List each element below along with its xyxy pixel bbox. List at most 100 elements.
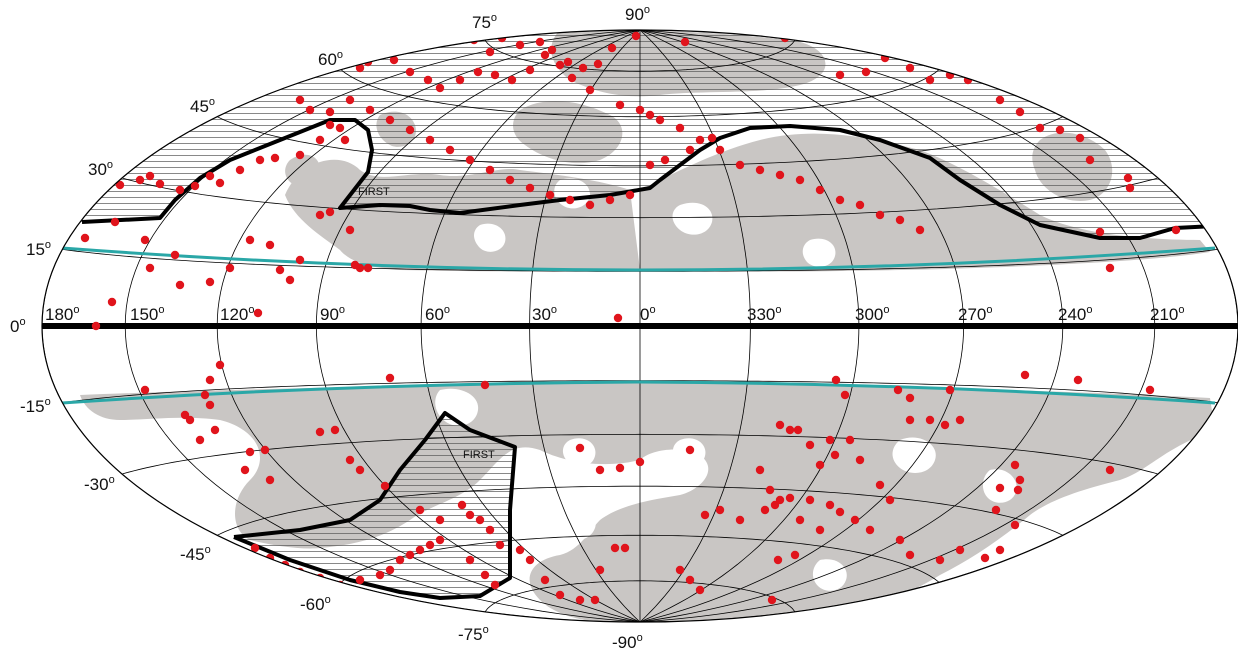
source-point (385, 115, 395, 125)
source-point (135, 175, 145, 185)
lon-label-90: 90o (320, 304, 345, 324)
lat-label-30: 30o (88, 159, 113, 179)
source-point (355, 465, 365, 475)
lat-label-60: 60o (318, 49, 343, 69)
source-point (760, 505, 770, 515)
deg-sign: o (883, 304, 889, 316)
lat-neg30-text: -30 (84, 475, 109, 494)
source-point (915, 225, 925, 235)
source-point (107, 297, 117, 307)
source-point (515, 545, 525, 555)
source-point (805, 440, 815, 450)
latitude-labels: 90o -90o 75o -75o 60o -60o 45o -45o 30o … (10, 4, 650, 652)
source-point (1035, 123, 1045, 133)
source-point (265, 240, 275, 250)
source-point (455, 75, 465, 85)
source-point (885, 495, 895, 505)
source-point (575, 595, 585, 605)
source-point (115, 180, 125, 190)
source-point (495, 540, 505, 550)
source-point (795, 515, 805, 525)
source-point (245, 447, 255, 457)
source-point (578, 63, 588, 73)
lat-neg60-text: -60 (300, 595, 325, 614)
source-point (815, 525, 825, 535)
deg-sign: o (637, 632, 643, 644)
source-point (425, 540, 435, 550)
deg-sign: o (325, 594, 331, 606)
source-point (825, 500, 835, 510)
source-point (255, 155, 265, 165)
lon-60-text: 60 (425, 305, 444, 324)
deg-sign: o (483, 624, 489, 636)
map-outline (41, 29, 1238, 623)
source-point (415, 505, 425, 515)
source-point (335, 123, 345, 133)
source-point (955, 545, 965, 555)
source-point (363, 263, 373, 273)
lat-75-text: 75 (472, 13, 491, 32)
lat-label-75: 75o (472, 12, 497, 32)
source-point (850, 515, 860, 525)
source-point (735, 160, 745, 170)
deg-sign: o (205, 544, 211, 556)
lon-330-text: 330 (747, 305, 775, 324)
source-point (955, 415, 965, 425)
source-point (773, 555, 783, 565)
source-point (423, 75, 433, 85)
lon-150-text: 150 (130, 305, 158, 324)
source-point (485, 47, 495, 57)
lat-45-text: 45 (190, 97, 209, 116)
source-point (905, 415, 915, 425)
source-point (200, 390, 210, 400)
lat-0-text: 0 (10, 317, 19, 336)
source-point (845, 435, 855, 445)
lon-label-0: 0o (640, 304, 656, 324)
source-point (210, 425, 220, 435)
source-point (405, 550, 415, 560)
source-point (700, 510, 710, 520)
lon-210-text: 210 (1150, 305, 1178, 324)
lat-15-text: 15 (26, 240, 45, 259)
lat-neg75-text: -75 (458, 625, 483, 644)
source-point (215, 178, 225, 188)
source-point (250, 543, 260, 553)
lon-120-text: 120 (220, 305, 248, 324)
source-point (615, 463, 625, 473)
source-point (485, 525, 495, 535)
lon-label-180: 180o (45, 304, 80, 324)
source-point (785, 425, 795, 435)
source-point (145, 263, 155, 273)
deg-sign: o (107, 159, 113, 171)
source-point (425, 135, 435, 145)
source-point (1010, 520, 1020, 530)
source-point (465, 555, 475, 565)
source-point (225, 263, 235, 273)
lon-30-text: 30 (532, 305, 551, 324)
source-point (585, 200, 595, 210)
lon-label-330: 330o (747, 304, 782, 324)
source-point (835, 507, 845, 517)
source-point (595, 465, 605, 475)
source-point (305, 105, 315, 115)
source-point (775, 420, 785, 430)
source-point (905, 393, 915, 403)
source-point (325, 207, 335, 217)
lon-label-300: 300o (855, 304, 890, 324)
source-point (1105, 465, 1115, 475)
source-point (615, 100, 625, 110)
lat-label-neg30: -30o (84, 474, 115, 494)
source-point (775, 170, 785, 180)
source-point (995, 95, 1005, 105)
lat-label-15: 15o (26, 239, 51, 259)
source-point (260, 445, 270, 455)
lat-neg45-text: -45 (180, 545, 205, 564)
source-point (835, 195, 845, 205)
source-point (547, 45, 557, 55)
source-point (205, 400, 215, 410)
source-point (905, 550, 915, 560)
source-point (555, 60, 565, 70)
lon-label-30: 30o (532, 304, 557, 324)
